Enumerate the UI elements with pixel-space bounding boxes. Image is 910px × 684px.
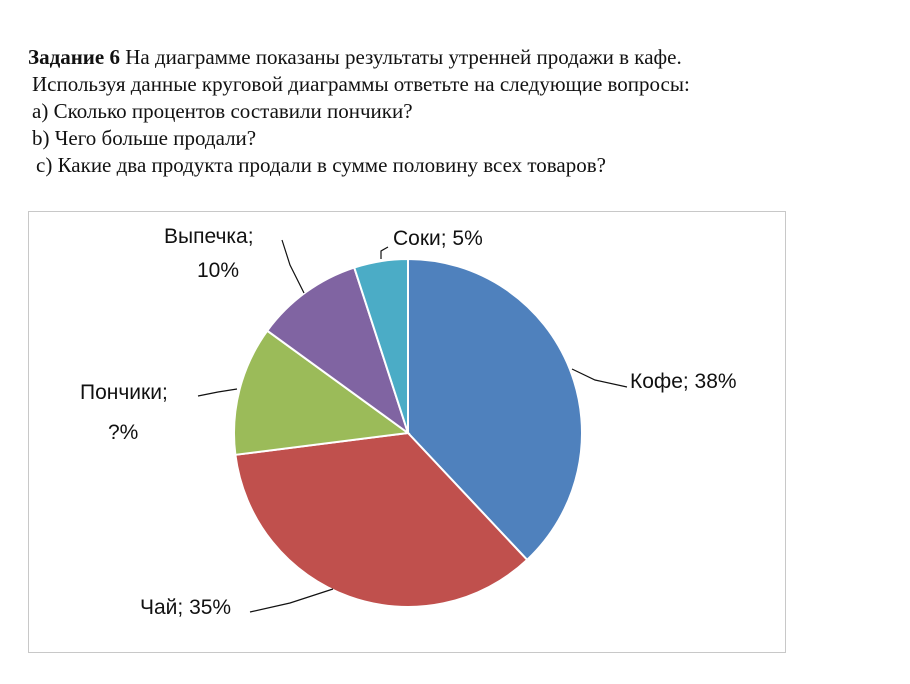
pie-slice-5 <box>352 257 409 434</box>
task-intro: На диаграмме показаны результаты утренне… <box>119 45 682 69</box>
slice-label-3-line-2: ?% <box>108 421 138 444</box>
pie-leader-lines <box>197 239 628 613</box>
leader-line-5 <box>380 246 389 259</box>
slice-label-4-line-2: 10% <box>197 259 239 282</box>
slice-label-4-line-1: Выпечка; <box>164 225 254 248</box>
leader-line-2 <box>249 588 334 613</box>
slice-label-3-line-1: Пончики; <box>80 381 168 404</box>
pie-slice-1 <box>407 257 583 562</box>
leader-line-3 <box>197 388 238 397</box>
pie-slice-2 <box>234 431 529 608</box>
task-text: Задание 6 На диаграмме показаны результа… <box>28 44 888 179</box>
leader-line-4 <box>281 239 305 294</box>
leader-line-1 <box>571 368 628 388</box>
task-line-1: Задание 6 На диаграмме показаны результа… <box>28 44 888 71</box>
pie-slice-3 <box>232 329 411 456</box>
slice-label-1-line-1: Кофе; 38% <box>630 370 737 393</box>
chart-frame <box>28 211 786 653</box>
pie-slices <box>232 257 583 608</box>
question-a: а) Сколько процентов составили пончики? <box>32 99 413 123</box>
task-number: Задание 6 <box>28 45 120 69</box>
question-c: c) Какие два продукта продали в сумме по… <box>36 153 606 177</box>
slice-label-5-line-1: Соки; 5% <box>393 227 483 250</box>
pie-labels: Кофе; 38% Чай; 35% Пончики;?% Выпечка; 10% Со… <box>80 225 737 619</box>
pie-slice-4 <box>265 266 410 436</box>
task-line-2: Используя данные круговой диаграммы отве… <box>32 72 690 96</box>
question-b: b) Чего больше продали? <box>32 126 257 150</box>
slice-label-2-line-1: Чай; 35% <box>140 596 231 619</box>
